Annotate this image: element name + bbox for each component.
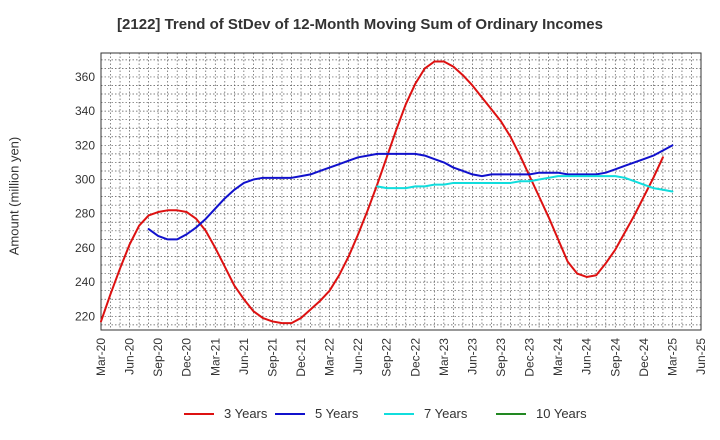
x-tick-label: Mar-20 (94, 338, 108, 376)
x-tick-label: Dec-22 (408, 338, 422, 377)
x-tick-label: Jun-24 (580, 338, 594, 375)
y-tick-label: 220 (75, 309, 95, 323)
x-tick-label: Dec-20 (180, 338, 194, 377)
y-tick-label: 240 (75, 275, 95, 289)
legend-label: 7 Years (424, 406, 468, 421)
y-tick-label: 260 (75, 241, 95, 255)
legend-item: 7 Years (384, 406, 467, 421)
y-tick-label: 320 (75, 138, 95, 152)
legend-item: 3 Years (184, 406, 267, 421)
legend-item: 10 Years (496, 406, 587, 421)
x-tick-label: Sep-22 (380, 338, 394, 377)
plot-frame (100, 52, 702, 331)
legend-swatch (384, 412, 414, 415)
y-tick-label: 340 (75, 104, 95, 118)
x-tick-label: Mar-21 (208, 338, 222, 376)
x-tick-label: Dec-21 (294, 338, 308, 377)
x-tick-label: Jun-21 (237, 338, 251, 375)
x-tick-label: Jun-20 (123, 338, 137, 375)
legend-label: 10 Years (536, 406, 587, 421)
y-tick-label: 300 (75, 173, 95, 187)
x-tick-label: Mar-25 (665, 338, 679, 376)
x-tick-label: Jun-25 (694, 338, 708, 375)
x-tick-label: Sep-21 (265, 338, 279, 377)
legend: 3 Years 5 Years 7 Years 10 Years (0, 406, 720, 426)
chart-title: [2122] Trend of StDev of 12-Month Moving… (117, 16, 603, 33)
x-tick-label: Mar-23 (437, 338, 451, 376)
x-tick-label: Sep-23 (494, 338, 508, 377)
series-line-3-years (100, 60, 664, 325)
legend-label: 5 Years (315, 406, 359, 421)
series-line-7-years (376, 175, 674, 193)
legend-label: 3 Years (224, 406, 268, 421)
x-tick-label: Jun-23 (465, 338, 479, 375)
x-tick-label: Mar-22 (323, 338, 337, 376)
x-tick-label: Jun-22 (351, 338, 365, 375)
x-tick-label: Mar-24 (551, 338, 565, 376)
series-line-5-years (147, 144, 674, 241)
y-tick-label: 360 (75, 70, 95, 84)
legend-swatch (184, 412, 214, 415)
x-tick-label: Dec-24 (637, 338, 651, 377)
y-tick-label: 280 (75, 207, 95, 221)
legend-swatch (496, 412, 526, 415)
legend-item: 5 Years (275, 406, 358, 421)
x-tick-label: Dec-23 (523, 338, 537, 377)
x-tick-label: Sep-24 (608, 338, 622, 377)
legend-swatch (275, 412, 305, 415)
x-tick-label: Sep-20 (151, 338, 165, 377)
